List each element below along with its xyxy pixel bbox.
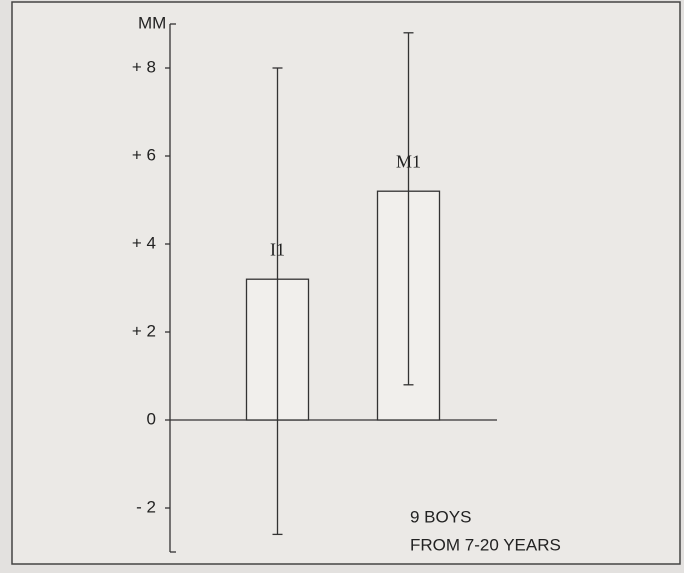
y-axis-label: MM — [138, 13, 166, 32]
y-tick-label: + 4 — [132, 233, 156, 252]
y-tick-label: + 6 — [132, 145, 156, 164]
y-tick-label: 0 — [147, 409, 156, 428]
bar-label: I1 — [270, 239, 285, 259]
frame — [11, 1, 681, 565]
y-tick-label: + 8 — [132, 57, 156, 76]
annotation: FROM 7-20 YEARS — [410, 535, 561, 554]
y-tick-label: - 2 — [136, 497, 156, 516]
y-tick-label: + 2 — [132, 321, 156, 340]
bar-label: M1 — [396, 151, 421, 171]
annotation: 9 BOYS — [410, 507, 471, 526]
